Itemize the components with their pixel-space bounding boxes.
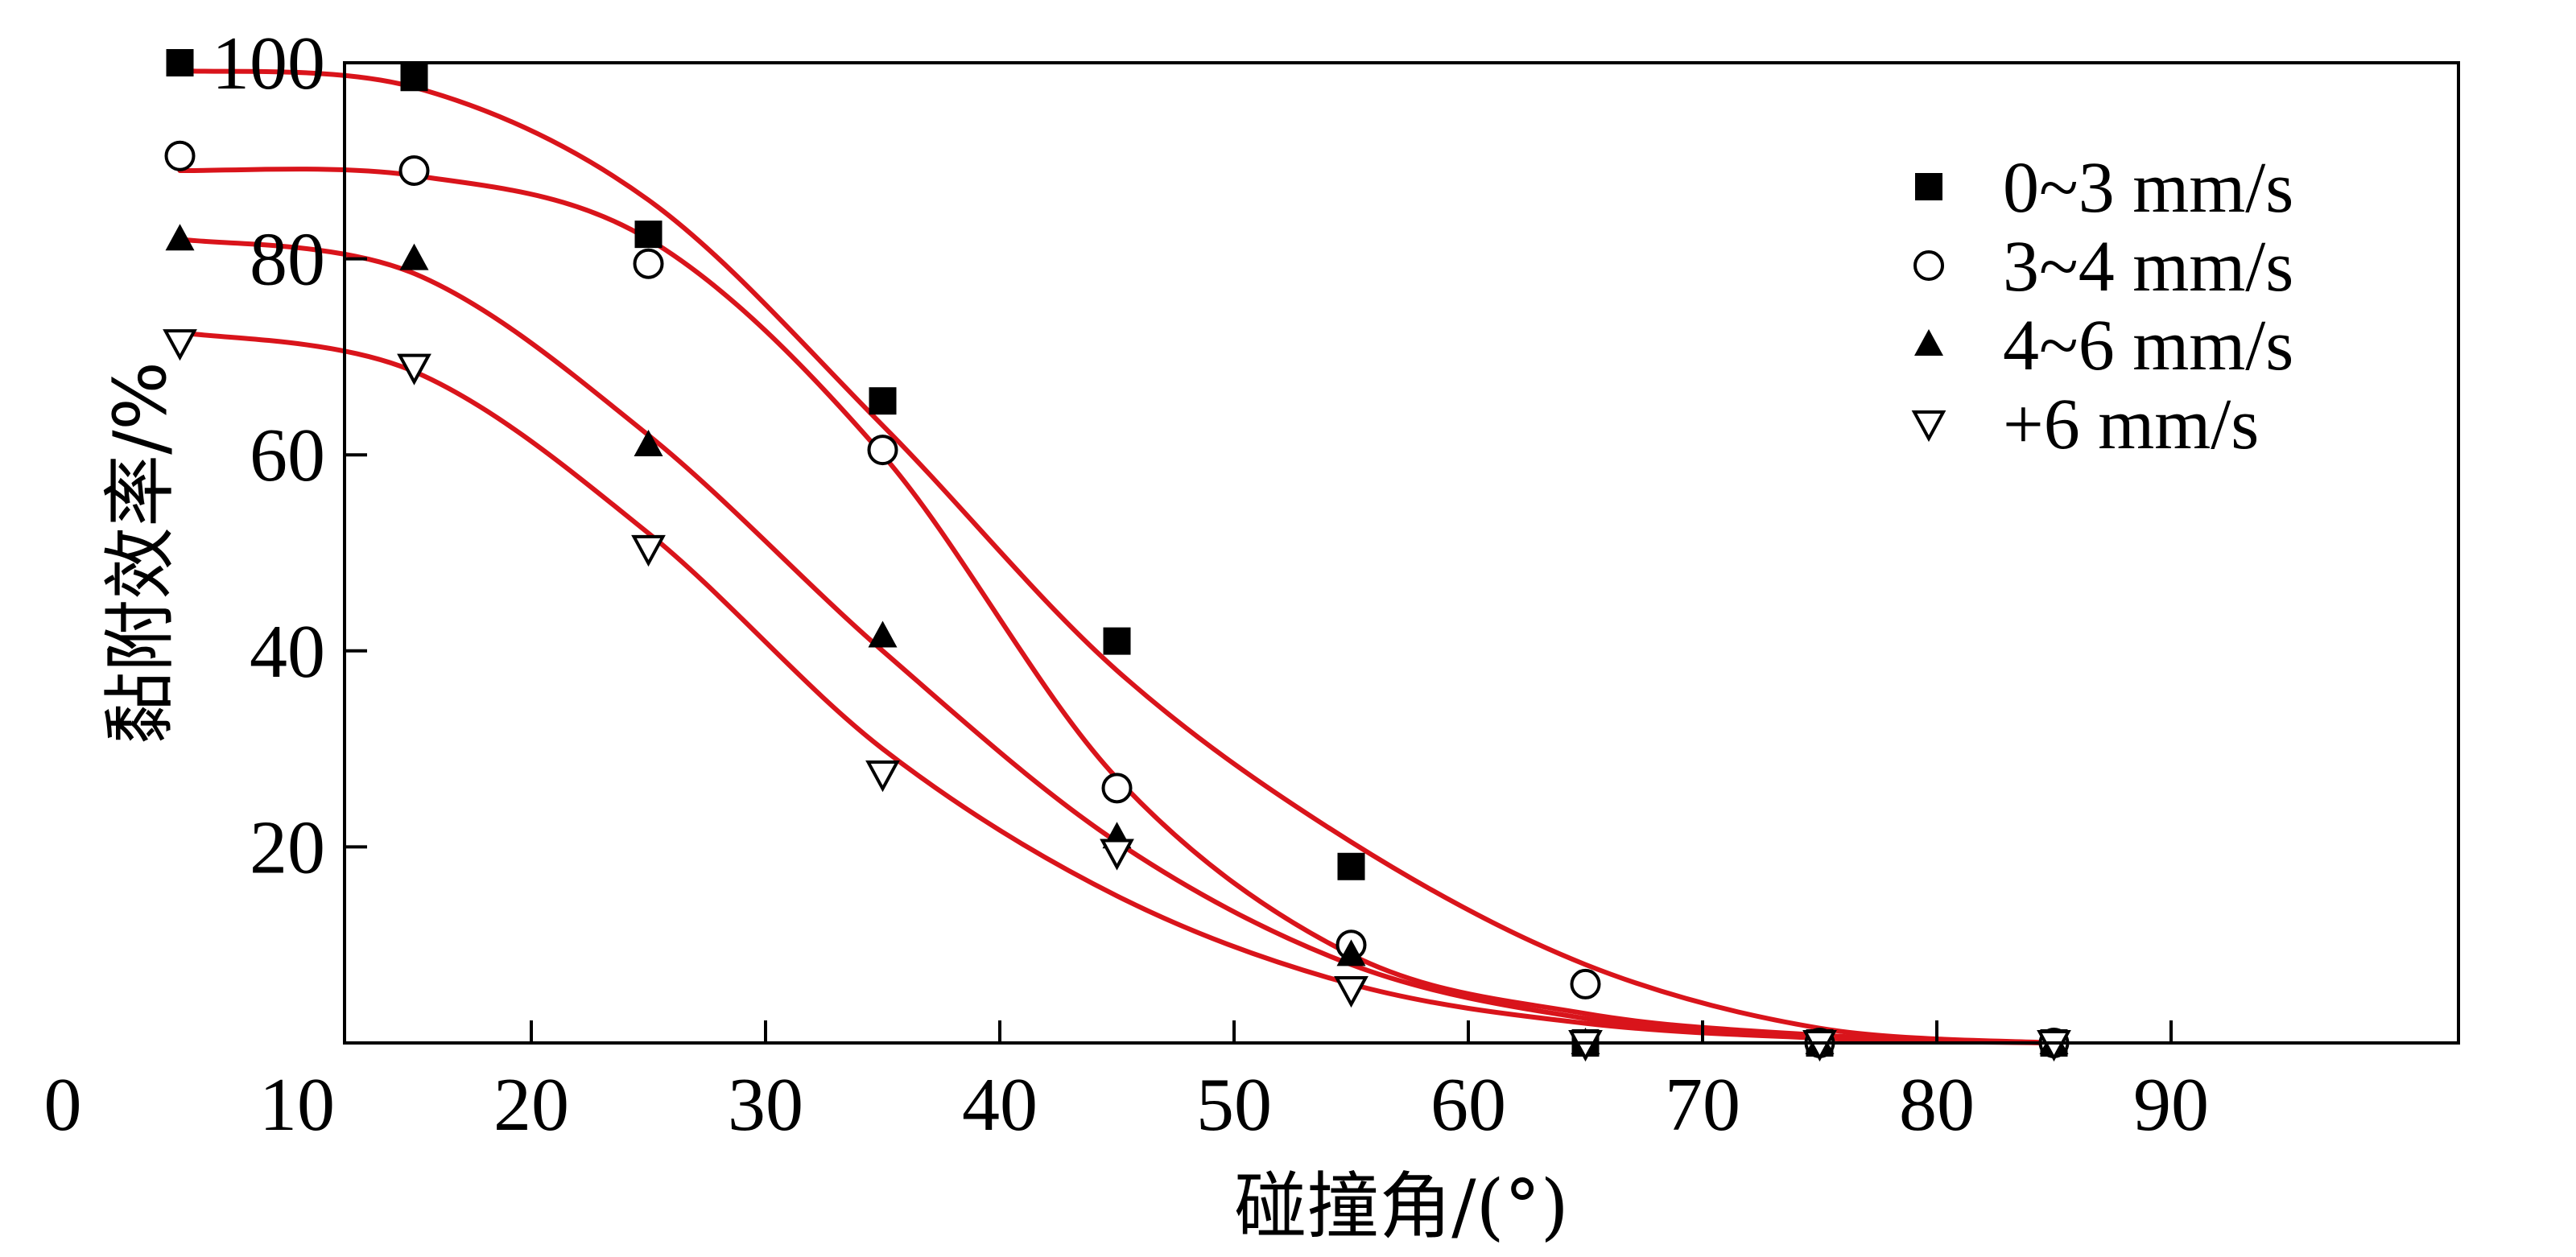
x-tick-label: 0 [44,1063,82,1147]
data-markers [163,49,2071,1062]
y-tick-label: 20 [250,806,325,889]
legend-label: 0~3 mm/s [2003,148,2293,228]
x-tick-label: 40 [962,1063,1038,1147]
data-point [865,760,900,793]
data-point [633,248,664,279]
x-tick-label: 50 [1196,1063,1272,1147]
y-tick-label: 100 [212,22,325,105]
data-point [1802,1030,1837,1062]
legend-marker [1914,329,1943,356]
data-point [634,220,663,249]
fit-curves [177,68,2057,1045]
y-tick-label: 60 [250,414,325,497]
data-point [1334,976,1368,1008]
data-point [869,387,897,415]
data-point [400,64,428,92]
x-tick-label: 20 [493,1063,569,1147]
data-point [867,435,898,466]
data-point [1337,852,1365,880]
legend-label: +6 mm/s [2003,385,2259,464]
data-point [163,329,197,361]
axis-ticks: 0 10 20 30 40 50 60 70 80 90 20 40 60 80 100 [44,22,2210,1147]
x-tick-label: 60 [1430,1063,1506,1147]
data-point [634,430,663,457]
legend-marker [1915,173,1942,200]
fit-curve [177,330,2057,1045]
data-point [2037,1030,2071,1062]
legend-label: 4~6 mm/s [2003,306,2293,385]
legend-marker [1913,250,1944,281]
data-point [868,620,898,648]
data-point [631,534,666,567]
data-point [1100,839,1134,871]
legend-label: 3~4 mm/s [2003,227,2293,307]
x-tick-label: 70 [1665,1063,1740,1147]
legend-marker [1911,410,1946,443]
data-point [1103,627,1131,655]
plot-frame [343,61,2460,1045]
data-point [166,49,194,76]
x-axis-title: 碰撞角/(°) [1234,1164,1569,1249]
data-point [399,243,429,270]
data-point [165,224,195,251]
fit-curve [177,167,2057,1045]
data-point [1101,773,1133,804]
x-tick-label: 10 [259,1063,335,1147]
y-tick-label: 40 [250,610,325,694]
y-axis-title: 黏附效率/% [98,361,183,744]
x-tick-label: 80 [1899,1063,1975,1147]
data-point [1570,968,1601,999]
data-point [1568,1030,1603,1062]
data-point [164,140,196,171]
fit-curve [177,68,2057,1045]
x-tick-label: 30 [728,1063,803,1147]
y-tick-label: 80 [250,218,325,302]
x-tick-label: 90 [2133,1063,2209,1147]
legend: 0~3 mm/s3~4 mm/s4~6 mm/s+6 mm/s [1911,148,2293,464]
data-point [397,353,431,385]
data-point [398,155,430,186]
data-point [1336,939,1366,966]
